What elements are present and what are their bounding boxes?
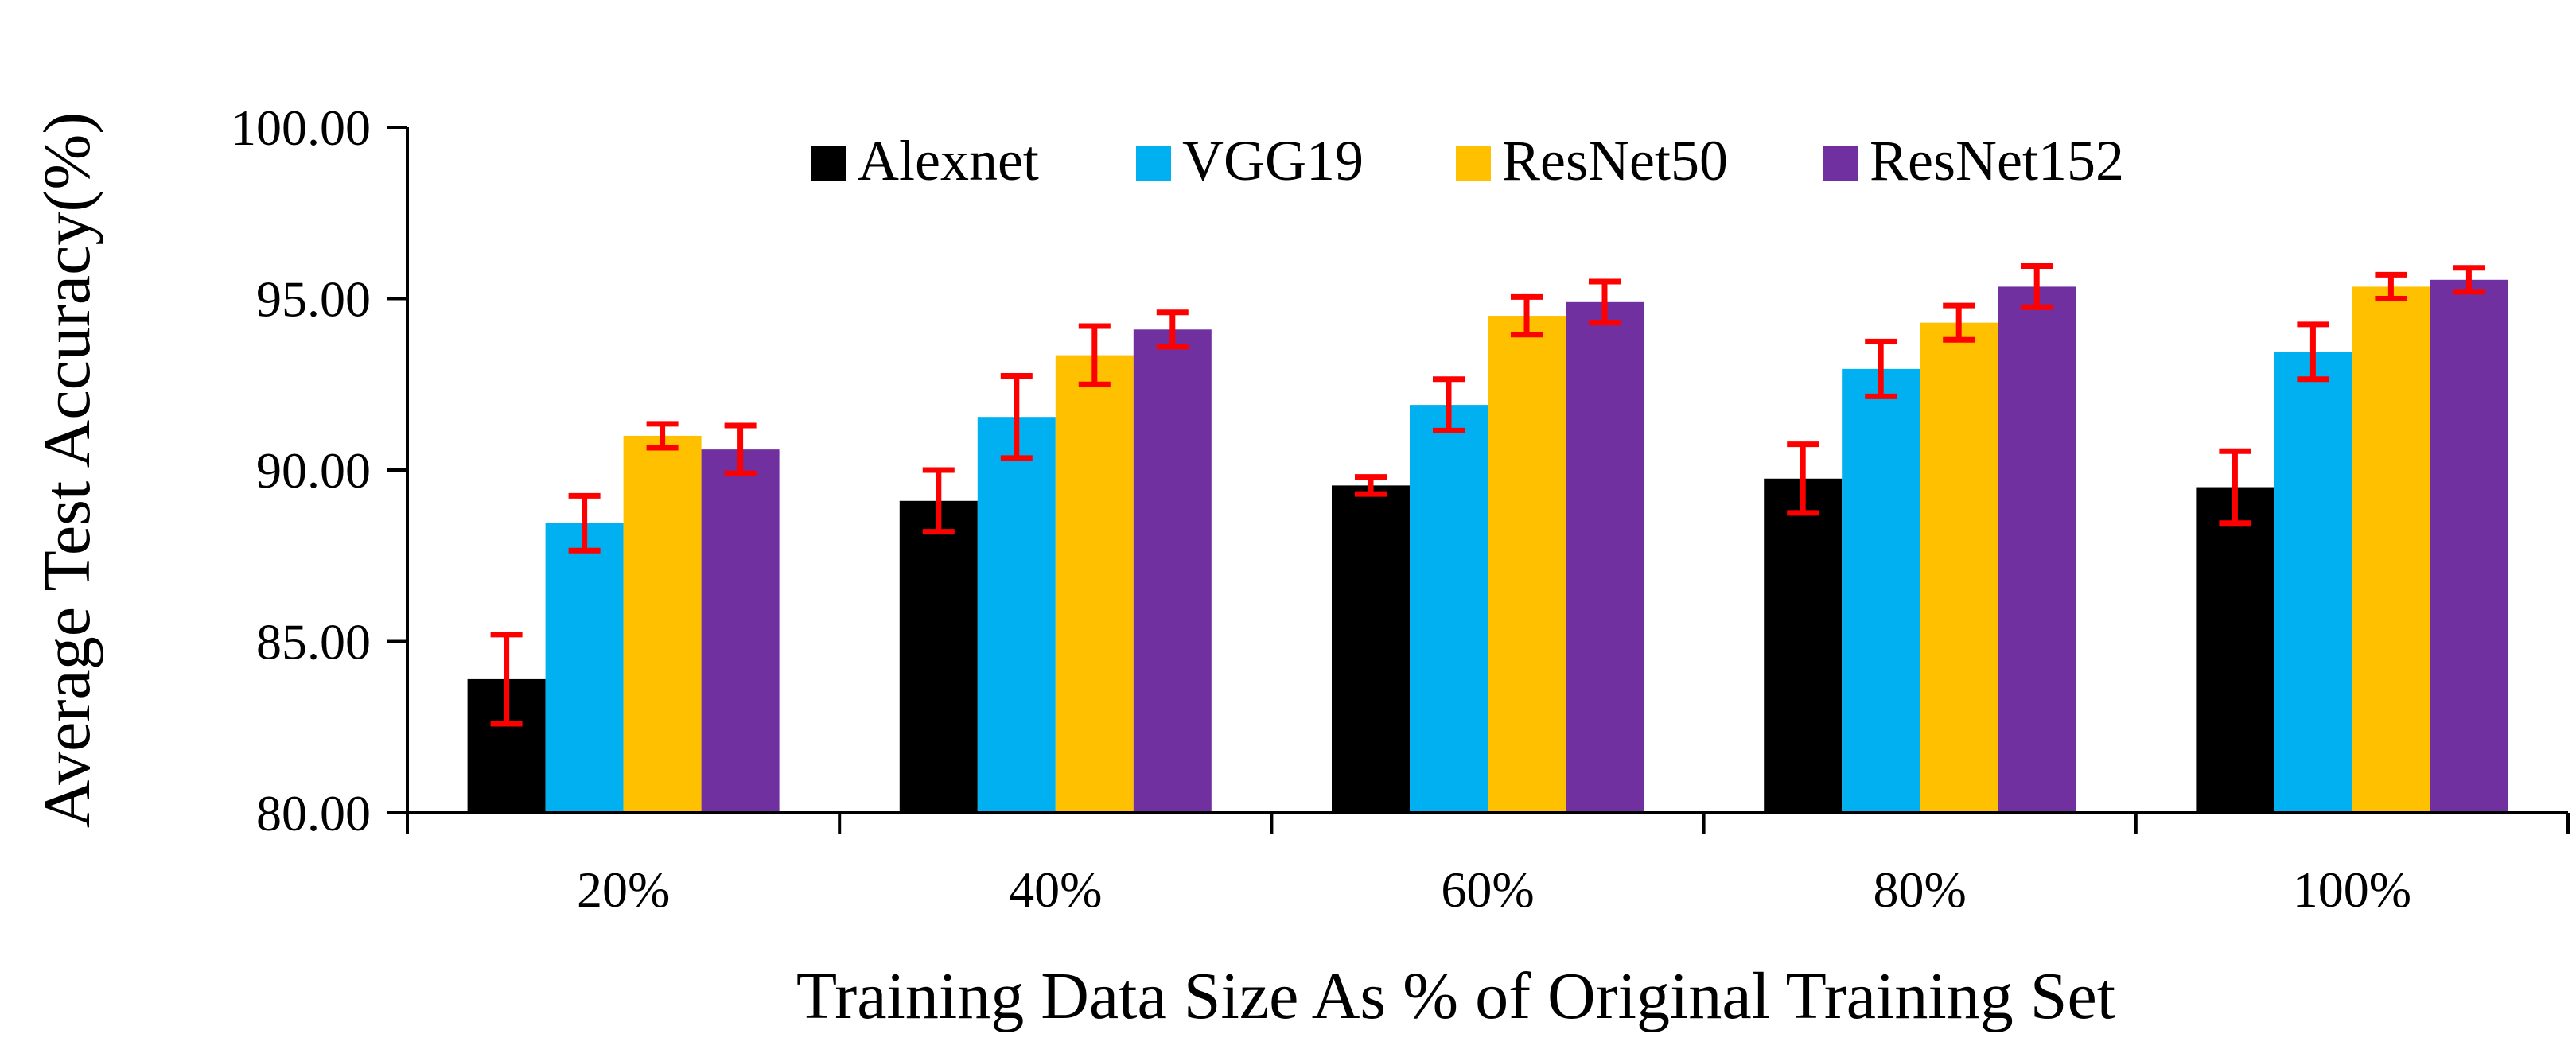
- error-bar-resnet152-40: [1156, 309, 1189, 350]
- bar-alexnet-80: [1764, 478, 1843, 813]
- bar-vgg19-60: [1410, 405, 1488, 813]
- error-bar-resnet50-20: [646, 421, 679, 451]
- error-bar-alexnet-60: [1355, 474, 1387, 497]
- error-bar-vgg19-40: [1000, 372, 1033, 461]
- bar-resnet152-80: [1998, 286, 2076, 813]
- error-bar-resnet152-100: [2453, 265, 2485, 295]
- y-tick-label: 85.00: [256, 614, 371, 670]
- y-tick-label: 100.00: [231, 99, 371, 156]
- error-bar-resnet50-100: [2375, 271, 2407, 301]
- error-bar-resnet50-60: [1511, 293, 1543, 338]
- legend-label: Alexnet: [858, 129, 1039, 192]
- error-bar-resnet152-60: [1589, 278, 1621, 326]
- bar-resnet152-100: [2430, 279, 2508, 813]
- error-bar-resnet152-80: [2021, 263, 2053, 310]
- legend-label: ResNet152: [1870, 129, 2124, 192]
- legend-swatch: [1136, 146, 1171, 181]
- bar-vgg19-80: [1842, 368, 1920, 814]
- error-bars-layer: [490, 263, 2485, 727]
- error-bar-vgg19-20: [568, 492, 601, 554]
- bar-resnet50-20: [623, 435, 702, 813]
- error-bar-resnet50-80: [1943, 302, 1975, 343]
- x-tick-label-60: 60%: [1441, 861, 1534, 918]
- y-tick-label: 90.00: [256, 442, 371, 499]
- bar-alexnet-40: [899, 500, 978, 813]
- bar-resnet152-40: [1133, 329, 1212, 813]
- y-tick-label: 80.00: [256, 785, 371, 841]
- bar-alexnet-100: [2196, 487, 2274, 813]
- bar-resnet152-60: [1566, 301, 1644, 813]
- error-bar-vgg19-100: [2297, 321, 2329, 383]
- x-tick-label-100: 100%: [2293, 861, 2411, 918]
- legend-swatch: [1456, 146, 1491, 181]
- legend-item-alexnet: Alexnet: [811, 129, 1039, 192]
- y-tick-label: 95.00: [256, 271, 371, 328]
- legend-item-vgg19: VGG19: [1136, 129, 1364, 192]
- bar-resnet50-80: [1920, 322, 1998, 813]
- x-tick-label-80: 80%: [1874, 861, 1967, 918]
- bar-alexnet-60: [1332, 485, 1410, 813]
- x-ticks: 20% 40% 60% 80% 100%: [406, 813, 2570, 918]
- bars-layer: [467, 279, 2508, 814]
- x-tick-label-40: 40%: [1009, 861, 1102, 918]
- y-axis-title: Average Test Accuracy(%): [30, 112, 104, 829]
- legend-item-resnet50: ResNet50: [1456, 129, 1728, 192]
- error-bar-alexnet-20: [490, 632, 523, 727]
- bar-resnet50-40: [1055, 355, 1134, 813]
- legend: Alexnet VGG19 ResNet50 ResNet152: [811, 129, 2124, 192]
- error-bar-resnet152-20: [724, 422, 757, 476]
- bar-resnet50-60: [1488, 316, 1566, 813]
- legend-swatch: [811, 146, 846, 181]
- x-axis-title: Training Data Size As % of Original Trai…: [796, 959, 2115, 1033]
- error-bar-alexnet-100: [2219, 448, 2251, 527]
- legend-label: ResNet50: [1502, 129, 1728, 192]
- bar-vgg19-100: [2274, 352, 2352, 813]
- error-bar-alexnet-40: [922, 467, 955, 535]
- legend-swatch: [1823, 146, 1858, 181]
- legend-item-resnet152: ResNet152: [1823, 129, 2124, 192]
- legend-label: VGG19: [1182, 129, 1364, 192]
- x-tick-label-20: 20%: [577, 861, 670, 918]
- bar-vgg19-20: [545, 523, 624, 813]
- bar-resnet50-100: [2352, 286, 2430, 813]
- error-bar-resnet50-40: [1078, 323, 1111, 387]
- error-bar-alexnet-80: [1787, 441, 1819, 516]
- error-bar-vgg19-60: [1433, 376, 1465, 433]
- bar-vgg19-40: [977, 417, 1056, 813]
- bar-resnet152-20: [701, 449, 780, 813]
- error-bar-vgg19-80: [1865, 338, 1897, 399]
- y-ticks: 80.00 85.00 90.00 95.00 100.00: [231, 99, 407, 841]
